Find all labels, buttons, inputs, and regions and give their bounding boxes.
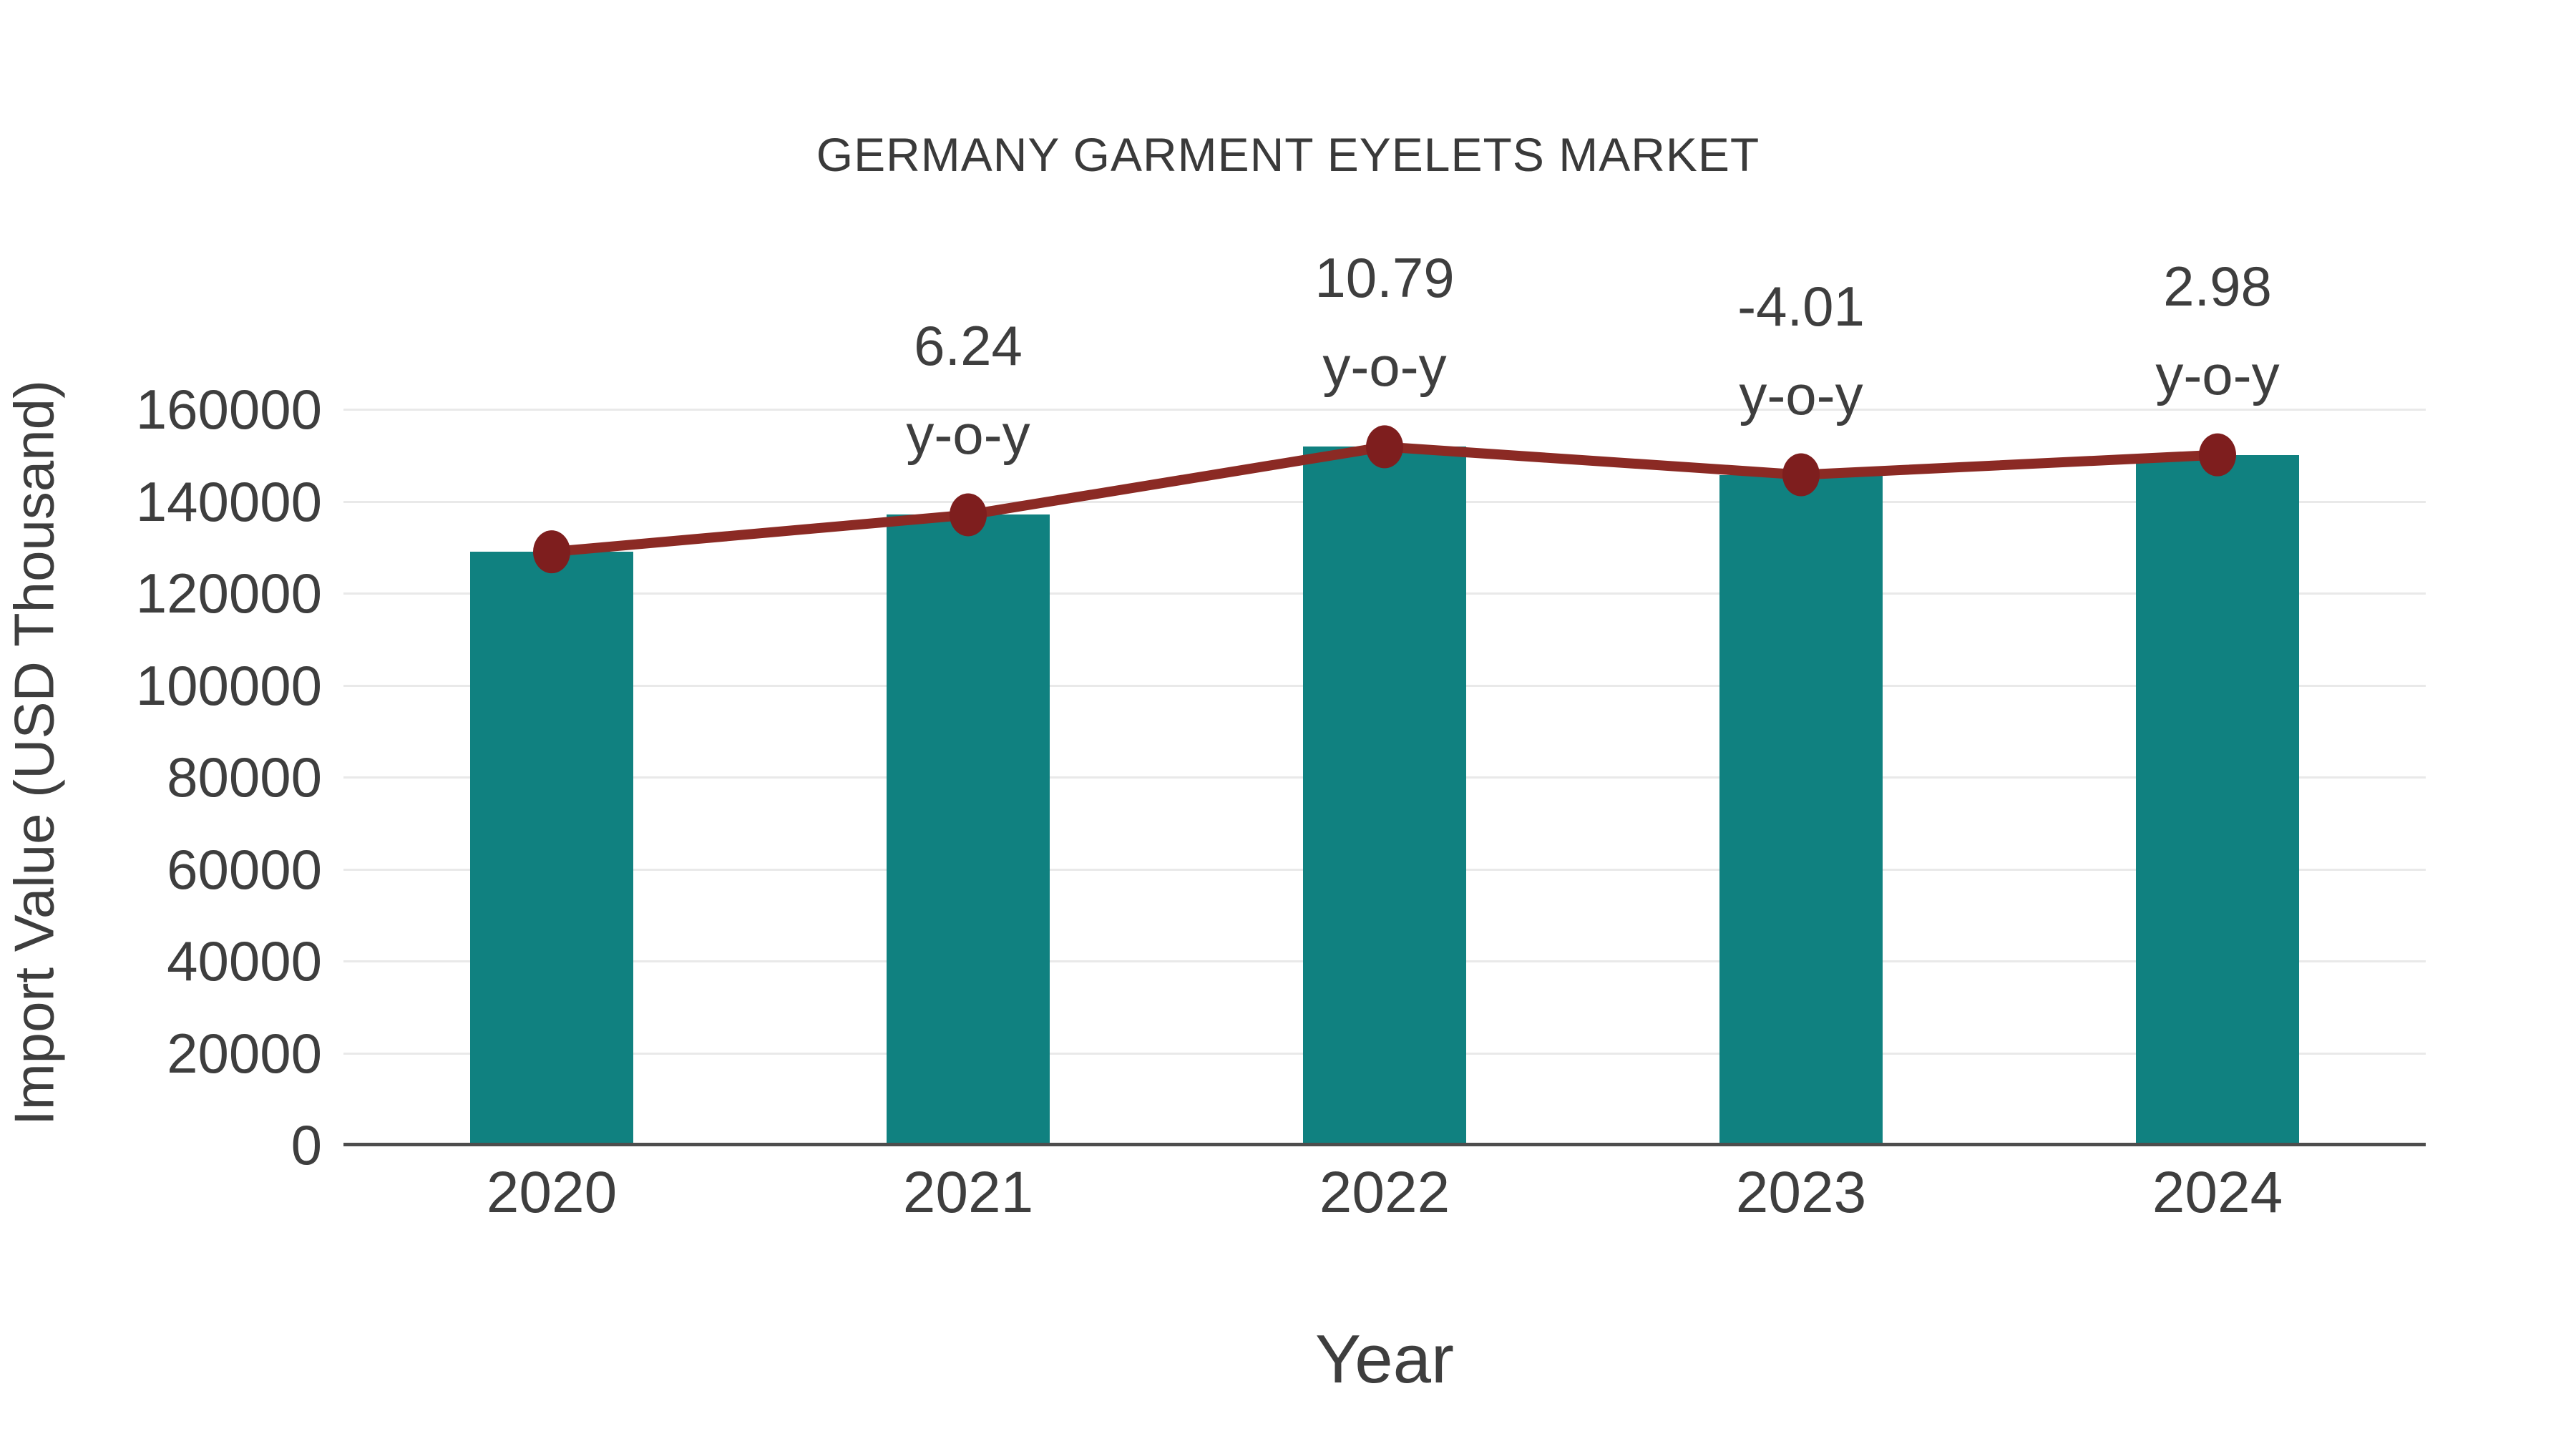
annotation-value: 10.79 <box>1314 246 1455 310</box>
x-axis-line <box>343 1143 2426 1146</box>
y-tick-label: 20000 <box>167 1021 322 1085</box>
y-tick-label: 40000 <box>167 930 322 992</box>
x-axis-title: Year <box>1315 1321 1454 1397</box>
data-point-marker <box>1782 453 1820 497</box>
y-tick-label: 140000 <box>135 469 322 533</box>
data-point-marker <box>950 493 987 537</box>
annotation-label: y-o-y <box>1322 335 1447 399</box>
annotation-label: y-o-y <box>1739 363 1863 426</box>
data-point-marker <box>2199 433 2236 477</box>
y-tick-label: 120000 <box>135 562 322 625</box>
y-tick-label: 60000 <box>167 837 322 901</box>
x-tick-label: 2024 <box>2152 1160 2283 1225</box>
yoy-annotation: 10.79 y-o-y <box>1163 233 1606 411</box>
annotation-value: 2.98 <box>2163 254 2272 318</box>
y-tick-label: 160000 <box>135 378 322 441</box>
trend-line-svg <box>533 425 2236 574</box>
bar <box>1719 474 1883 1145</box>
bar <box>887 514 1050 1145</box>
data-point-marker <box>1366 425 1403 469</box>
x-tick-label: 2021 <box>902 1160 1034 1225</box>
y-tick-label: 100000 <box>135 653 322 717</box>
x-tick-label: 2022 <box>1319 1160 1450 1225</box>
gridline <box>343 409 2426 411</box>
bar <box>2136 454 2299 1145</box>
yoy-annotation: -4.01 y-o-y <box>1579 262 2023 439</box>
x-tick-label: 2023 <box>1735 1160 1867 1225</box>
annotation-value: -4.01 <box>1737 274 1865 338</box>
plot-area: 0 20000 40000 60000 80000 100000 120000 140000 1… <box>136 246 2426 1224</box>
yoy-annotation: 6.24 y-o-y <box>746 301 1190 479</box>
annotation-label: y-o-y <box>906 403 1030 467</box>
x-tick-label: 2020 <box>486 1160 618 1225</box>
yoy-annotation: 2.98 y-o-y <box>1996 242 2439 419</box>
y-tick-label: 0 <box>291 1113 322 1176</box>
bar <box>1303 447 1466 1145</box>
y-tick-label: 80000 <box>167 746 322 809</box>
chart-title: GERMANY GARMENT EYELETS MARKET <box>816 128 1760 181</box>
data-point-marker <box>533 530 570 574</box>
bar <box>470 552 633 1145</box>
annotation-label: y-o-y <box>2155 343 2280 406</box>
annotation-value: 6.24 <box>914 314 1023 378</box>
